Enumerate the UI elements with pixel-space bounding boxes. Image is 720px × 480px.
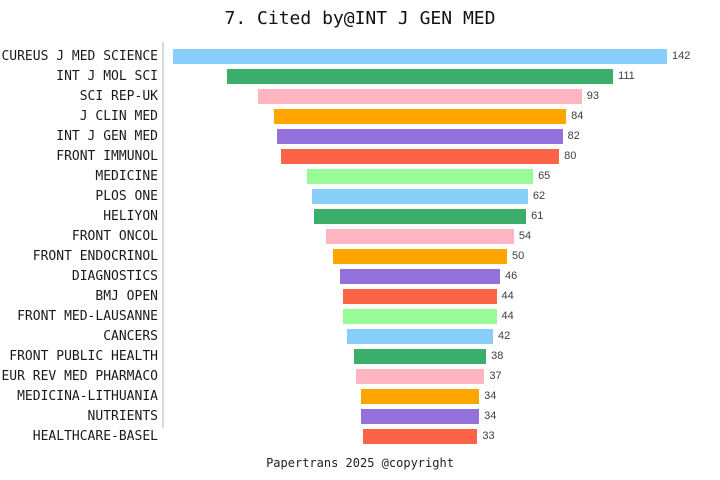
category-label: FRONT MED-LAUSANNE	[17, 309, 158, 324]
value-label: 42	[498, 330, 511, 342]
funnel-bar	[277, 129, 563, 144]
category-axis-labels: CUREUS J MED SCIENCE INT J MOL SCI SCI REP…	[0, 0, 158, 480]
funnel-bar	[343, 309, 497, 324]
category-label: J CLIN MED	[79, 109, 158, 124]
category-label: FRONT IMMUNOL	[56, 149, 158, 164]
funnel-bar	[326, 229, 514, 244]
y-axis-line	[162, 42, 164, 428]
funnel-bar	[258, 89, 582, 104]
value-label: 142	[672, 50, 691, 62]
category-label: HEALTHCARE-BASEL	[32, 429, 158, 444]
category-label: FRONT ONCOL	[71, 229, 158, 244]
funnel-bar	[346, 329, 494, 344]
category-label: MEDICINA-LITHUANIA	[17, 389, 158, 404]
value-label: 34	[484, 390, 497, 402]
funnel-bar	[360, 409, 480, 424]
category-label: CUREUS J MED SCIENCE	[1, 49, 158, 64]
funnel-bar	[226, 69, 614, 84]
category-label: PLOS ONE	[95, 189, 158, 204]
funnel-bar	[306, 169, 534, 184]
value-label: 38	[491, 350, 504, 362]
value-label: 61	[531, 210, 544, 222]
category-label: HELIYON	[103, 209, 158, 224]
value-label: 84	[571, 110, 584, 122]
value-label: 50	[511, 250, 525, 262]
category-label: BMJ OPEN	[95, 289, 158, 304]
value-label: 82	[567, 130, 580, 142]
category-label: DIAGNOSTICS	[71, 269, 158, 284]
funnel-bar	[313, 209, 527, 224]
funnel-bar	[280, 149, 560, 164]
funnel-bar	[339, 269, 500, 284]
category-label: MEDICINE	[95, 169, 158, 184]
value-label: 62	[532, 190, 546, 202]
chart-title: 7. Cited by@INT J GEN MED	[224, 8, 496, 29]
value-label: 54	[518, 230, 532, 242]
value-label: 33	[482, 430, 495, 442]
category-label: INT J MOL SCI	[56, 69, 158, 84]
funnel-bar	[353, 349, 487, 364]
funnel-bar	[312, 189, 528, 204]
category-label: FRONT PUBLIC HEALTH	[9, 349, 158, 364]
category-label: INT J GEN MED	[56, 129, 158, 144]
funnel-bar	[355, 369, 485, 384]
value-label: 46	[505, 270, 518, 282]
category-label: CANCERS	[103, 329, 158, 344]
value-label: 93	[586, 90, 600, 102]
copyright-footer: Papertrans 2025 @copyright	[266, 456, 454, 470]
category-label: SCI REP-UK	[79, 89, 158, 104]
category-label: EUR REV MED PHARMACO	[1, 369, 158, 384]
value-label: 111	[618, 70, 635, 82]
funnel-bar	[360, 389, 480, 404]
funnel-bar	[343, 289, 497, 304]
value-label: 80	[564, 150, 577, 162]
category-label: FRONT ENDOCRINOL	[32, 249, 158, 264]
value-label: 44	[501, 310, 514, 322]
value-label: 34	[484, 410, 497, 422]
funnel-bar	[273, 109, 567, 124]
value-label: 44	[501, 290, 514, 302]
plot-area: 142 111 93 84 82 80 65 62 61 54 50 46 44 44 42 38 37 34 34…	[164, 0, 720, 480]
value-label: 37	[489, 370, 502, 382]
value-label: 65	[538, 170, 551, 182]
funnel-bar	[333, 249, 507, 264]
funnel-bar	[173, 49, 667, 64]
funnel-bar	[362, 429, 478, 444]
category-label: NUTRIENTS	[87, 409, 158, 424]
